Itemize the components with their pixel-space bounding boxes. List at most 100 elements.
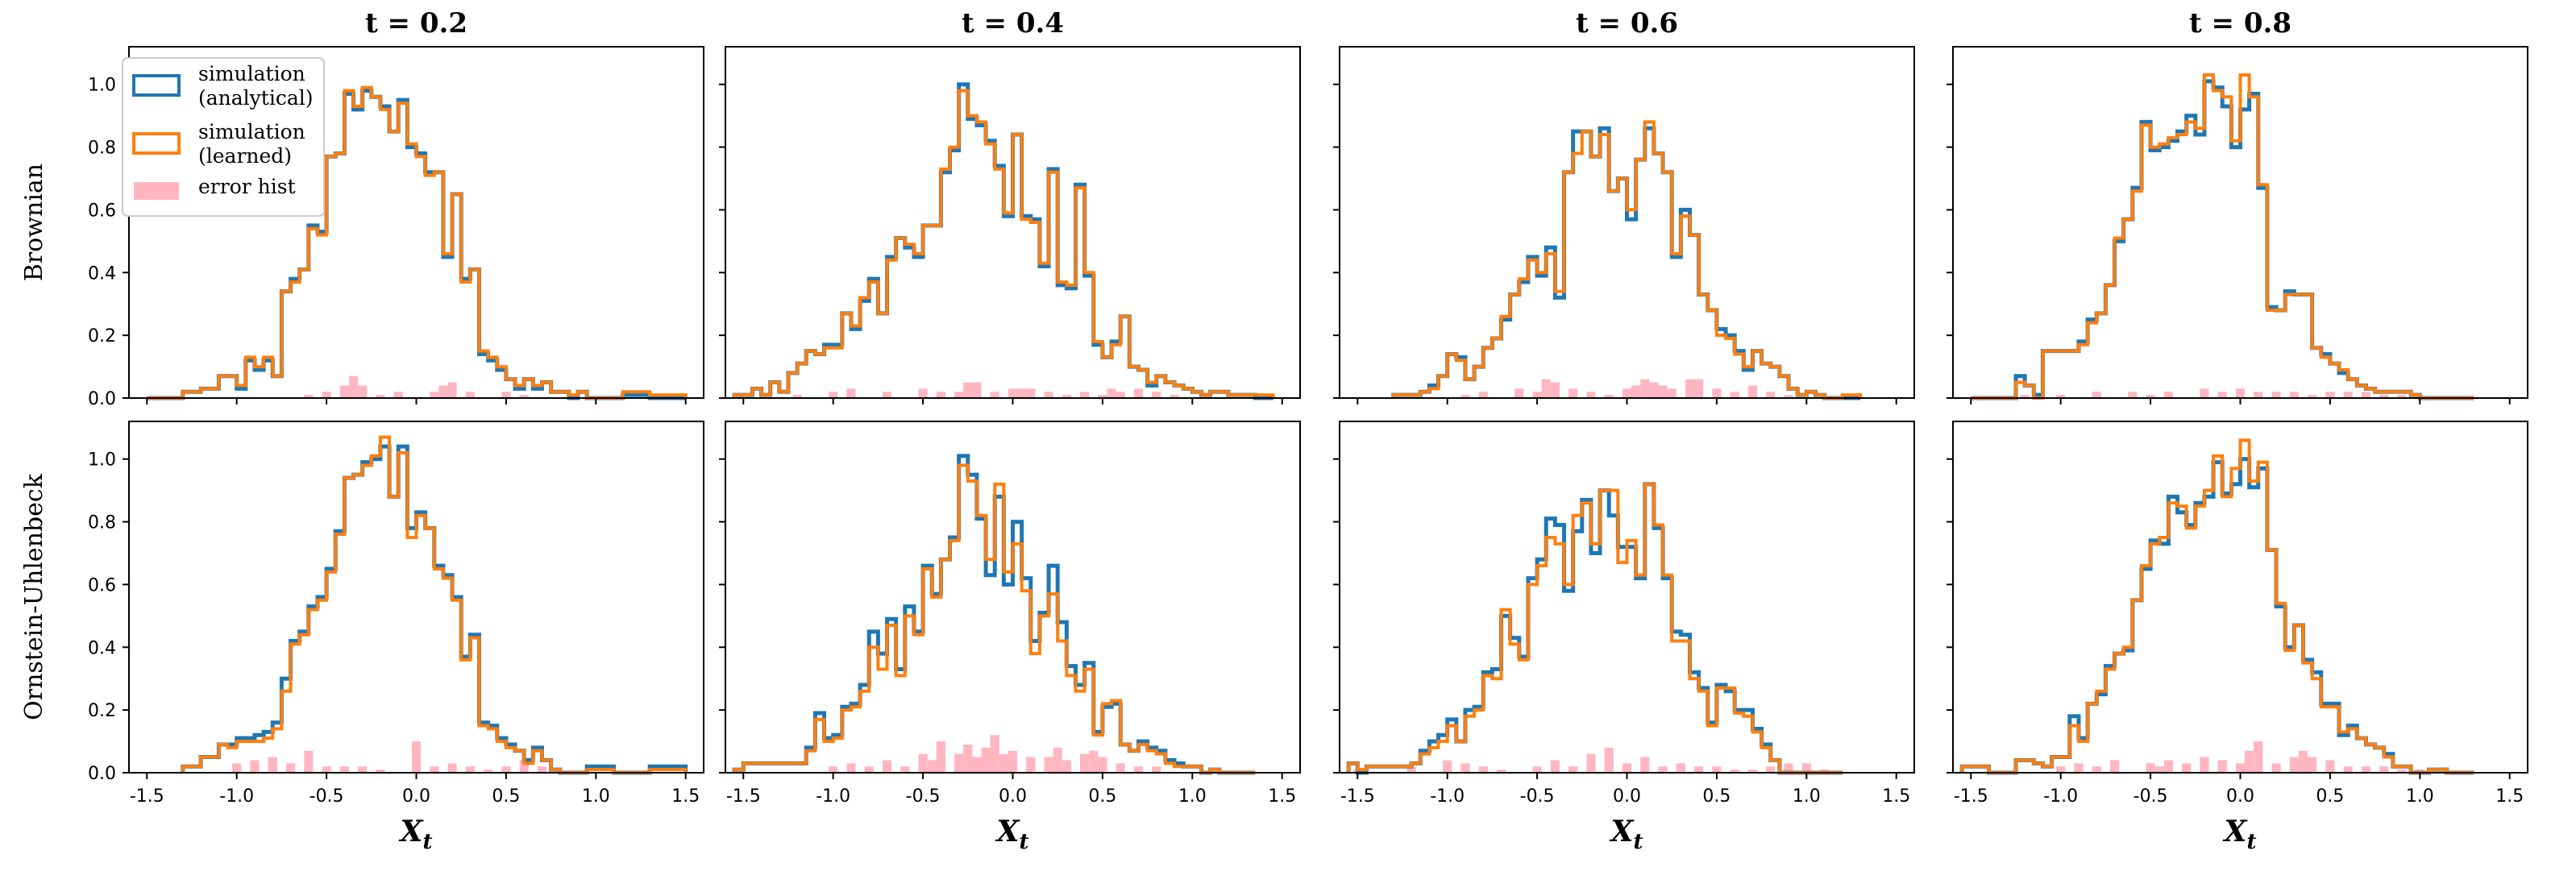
y-tick-label: 0.2 bbox=[88, 701, 116, 721]
error-bar bbox=[1784, 763, 1793, 773]
error-bar bbox=[1586, 753, 1596, 773]
x-tick-label: 1.0 bbox=[582, 786, 610, 807]
error-bar bbox=[1658, 766, 1668, 773]
panel-ou-3: -1.5 -1.0 -0.5 0.0 0.5 1.0 1.5 bbox=[1333, 421, 1915, 807]
axes-frame bbox=[1339, 421, 1915, 774]
error-bar bbox=[2289, 392, 2299, 398]
error-bar bbox=[1098, 757, 1107, 773]
error-bar bbox=[1730, 769, 1739, 773]
x-tick-label: -1.5 bbox=[1954, 786, 1988, 807]
x-tick-label: -0.5 bbox=[310, 786, 344, 807]
error-bar bbox=[1044, 392, 1053, 398]
error-bar bbox=[1460, 763, 1470, 773]
x-axis-label: Xt bbox=[1610, 815, 1643, 854]
x-axis-label: Xt bbox=[995, 815, 1029, 854]
panel-brownian-2 bbox=[719, 46, 1301, 404]
error-bar bbox=[882, 760, 892, 773]
y-ticks bbox=[1947, 83, 1953, 399]
error-bar bbox=[268, 757, 277, 773]
x-tick-label: 0.0 bbox=[402, 786, 430, 807]
x-tick-label: -1.5 bbox=[726, 786, 761, 807]
error-bar bbox=[501, 392, 511, 398]
axes-frame bbox=[1339, 46, 1915, 399]
legend-label: simulation bbox=[198, 120, 305, 143]
error-bar bbox=[2271, 763, 2281, 773]
x-axis-label-sub: t bbox=[1633, 830, 1643, 854]
error-bar bbox=[1604, 747, 1614, 773]
error-bar bbox=[1116, 763, 1125, 773]
error-bar bbox=[2289, 757, 2299, 773]
error-bar bbox=[900, 766, 910, 773]
error-bar bbox=[1568, 766, 1578, 773]
y-tick-label: 0.6 bbox=[88, 575, 116, 595]
series-analytical-line bbox=[181, 444, 688, 775]
x-tick-label: -1.0 bbox=[1430, 786, 1465, 807]
error-bar bbox=[829, 392, 838, 398]
error-bar bbox=[981, 747, 991, 773]
error-hist-bars bbox=[304, 375, 529, 398]
x-ticks bbox=[1970, 398, 2511, 404]
series-learned-line bbox=[1960, 438, 2474, 774]
error-bar bbox=[250, 760, 260, 773]
error-bar bbox=[990, 392, 999, 398]
error-bar bbox=[2245, 750, 2254, 773]
error-bar bbox=[1080, 753, 1090, 773]
x-axis-label-sub: t bbox=[2246, 830, 2256, 854]
error-bar bbox=[2200, 388, 2209, 398]
y-ticks: 0.0 0.2 0.4 0.6 0.8 1.0 bbox=[88, 76, 129, 409]
error-bar bbox=[2325, 760, 2335, 773]
error-bar bbox=[1550, 760, 1560, 773]
error-bar bbox=[1044, 757, 1053, 773]
x-tick-label: -0.5 bbox=[1520, 786, 1555, 807]
error-bar bbox=[1568, 388, 1578, 398]
series-learned-line bbox=[1971, 73, 2474, 400]
x-ticks: -1.5 -1.0 -0.5 0.0 0.5 1.0 1.5 bbox=[1340, 773, 1910, 807]
error-bar bbox=[2379, 395, 2389, 398]
error-bar bbox=[438, 385, 448, 398]
series-learned-line bbox=[181, 435, 688, 774]
axes-frame bbox=[725, 421, 1301, 774]
series-learned-line bbox=[1347, 482, 1843, 774]
x-tick-label: -1.5 bbox=[1340, 786, 1375, 807]
x-tick-label: 1.0 bbox=[2406, 786, 2434, 807]
error-bar bbox=[1152, 392, 1161, 398]
x-axis-labels: Xt Xt Xt Xt bbox=[399, 815, 2257, 854]
error-bar bbox=[2217, 392, 2227, 398]
error-bar bbox=[972, 382, 982, 398]
error-bar bbox=[358, 766, 368, 773]
axes-frame bbox=[725, 46, 1301, 399]
error-bar bbox=[1766, 766, 1776, 773]
x-tick-label: 1.5 bbox=[671, 786, 700, 807]
panel-ou-1: -1.5 -1.0 -0.5 0.0 0.5 1.0 1.5 0.0 0.2 0.4 0.6 0.8 1… bbox=[88, 421, 704, 807]
error-bar bbox=[1640, 757, 1650, 773]
series-learned-line bbox=[1391, 120, 1863, 400]
panel-brownian-4 bbox=[1947, 46, 2528, 404]
error-bar bbox=[2146, 763, 2155, 773]
y-tick-label: 0.8 bbox=[88, 513, 116, 533]
legend-label: simulation bbox=[198, 62, 305, 85]
panel-brownian-3 bbox=[1333, 46, 1915, 404]
error-bar bbox=[1658, 385, 1668, 398]
error-bar bbox=[2109, 760, 2120, 773]
error-bar bbox=[2235, 388, 2246, 398]
row-label: Brownian bbox=[20, 164, 48, 281]
x-ticks: -1.5 -1.0 -0.5 0.0 0.5 1.0 1.5 bbox=[1954, 773, 2524, 807]
series-learned-line bbox=[733, 463, 1256, 774]
error-bar bbox=[1008, 750, 1018, 773]
y-ticks bbox=[719, 83, 725, 399]
error-bar bbox=[1062, 760, 1071, 773]
error-bar bbox=[2325, 392, 2335, 398]
error-bar bbox=[963, 382, 973, 398]
error-bar bbox=[1532, 392, 1542, 398]
error-bar bbox=[2298, 750, 2308, 773]
error-bar bbox=[963, 744, 973, 773]
panel-ou-2: -1.5 -1.0 -0.5 0.0 0.5 1.0 1.5 bbox=[719, 421, 1301, 807]
x-tick-label: 0.5 bbox=[492, 786, 520, 807]
y-tick-label: 0.8 bbox=[88, 139, 116, 159]
series-learned-line bbox=[733, 89, 1275, 398]
x-tick-label: -1.0 bbox=[2043, 786, 2078, 807]
error-bar bbox=[1801, 763, 1811, 773]
error-bar bbox=[954, 392, 964, 398]
error-bar bbox=[1712, 388, 1722, 398]
